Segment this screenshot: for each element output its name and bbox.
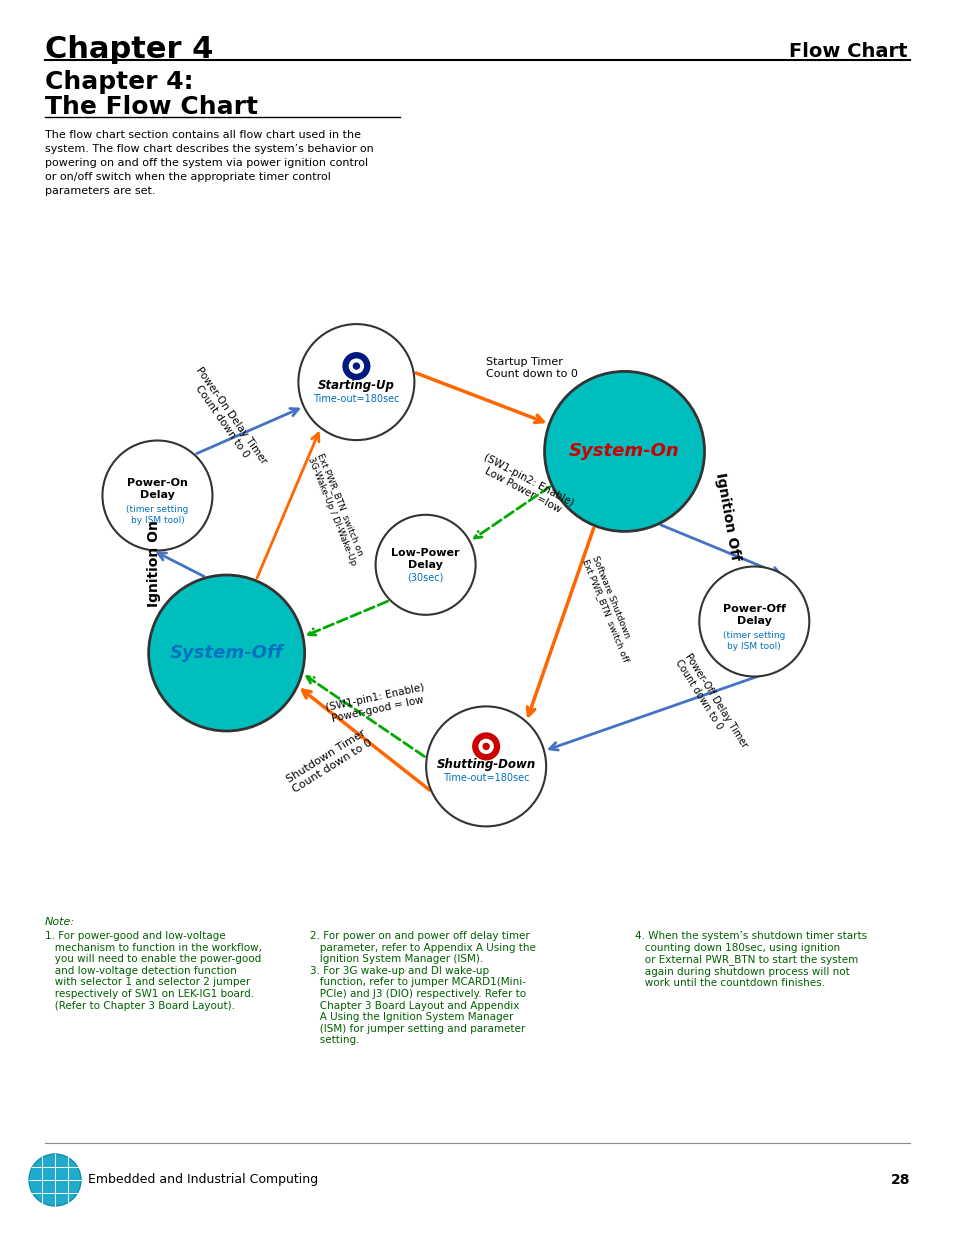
Text: Low-Power: Low-Power xyxy=(391,548,459,558)
FancyArrowPatch shape xyxy=(158,553,204,577)
Circle shape xyxy=(343,353,369,379)
FancyArrowPatch shape xyxy=(527,529,593,715)
Text: Startup Timer
Count down to 0: Startup Timer Count down to 0 xyxy=(486,357,578,379)
FancyArrowPatch shape xyxy=(660,525,780,574)
Text: Ignition Off: Ignition Off xyxy=(712,472,741,562)
Text: or on/off switch when the appropriate timer control: or on/off switch when the appropriate ti… xyxy=(45,172,331,182)
Text: by ISM tool): by ISM tool) xyxy=(726,642,781,651)
Circle shape xyxy=(298,324,414,440)
Text: (30sec): (30sec) xyxy=(407,573,443,583)
Text: Ext PWR_BTN  switch on
3G-Wake-Up / DI-Wake-Up: Ext PWR_BTN switch on 3G-Wake-Up / DI-Wa… xyxy=(306,452,368,567)
Text: Ignition On: Ignition On xyxy=(148,520,161,608)
Text: (SW1-pin2: Enable)
Low Power =low: (SW1-pin2: Enable) Low Power =low xyxy=(476,452,575,519)
Text: The flow chart section contains all flow chart used in the: The flow chart section contains all flow… xyxy=(45,130,360,140)
Text: Delay: Delay xyxy=(408,559,442,569)
Text: Time-out=180sec: Time-out=180sec xyxy=(313,394,399,404)
Text: Power-Off Delay Timer
Count down to 0: Power-Off Delay Timer Count down to 0 xyxy=(672,652,748,756)
Text: 4. When the system’s shutdown timer starts
   counting down 180sec, using igniti: 4. When the system’s shutdown timer star… xyxy=(635,931,866,988)
Text: System-On: System-On xyxy=(569,442,679,461)
FancyArrowPatch shape xyxy=(416,373,542,422)
Text: Chapter 4: Chapter 4 xyxy=(45,35,213,64)
Text: Shutting-Down: Shutting-Down xyxy=(436,758,536,771)
FancyArrowPatch shape xyxy=(474,487,549,538)
FancyArrowPatch shape xyxy=(302,690,429,790)
FancyArrowPatch shape xyxy=(196,409,298,453)
Text: (timer setting: (timer setting xyxy=(722,631,784,640)
Circle shape xyxy=(426,706,545,826)
Text: Note:: Note: xyxy=(45,918,75,927)
Text: 28: 28 xyxy=(889,1173,909,1187)
Text: Software Shutdown
Ext PWR_BTN  switch off: Software Shutdown Ext PWR_BTN switch off xyxy=(579,553,639,663)
Circle shape xyxy=(29,1153,81,1207)
Circle shape xyxy=(478,740,493,753)
Text: Power-On: Power-On xyxy=(127,478,188,489)
Text: Chapter 4:: Chapter 4: xyxy=(45,70,193,94)
Circle shape xyxy=(102,441,213,551)
Text: (timer setting: (timer setting xyxy=(126,505,189,514)
Text: Embedded and Industrial Computing: Embedded and Industrial Computing xyxy=(88,1173,317,1187)
Text: parameters are set.: parameters are set. xyxy=(45,186,155,196)
Text: 2. For power on and power off delay timer
   parameter, refer to Appendix A Usin: 2. For power on and power off delay time… xyxy=(310,931,536,1045)
Text: Power-On Delay Timer
Count down to 0: Power-On Delay Timer Count down to 0 xyxy=(185,366,269,472)
Circle shape xyxy=(544,372,704,531)
Text: System-Off: System-Off xyxy=(170,643,283,662)
Text: system. The flow chart describes the system’s behavior on: system. The flow chart describes the sys… xyxy=(45,144,374,154)
Circle shape xyxy=(353,363,359,369)
Text: The Flow Chart: The Flow Chart xyxy=(45,95,257,119)
FancyArrowPatch shape xyxy=(308,601,387,635)
Text: Power-Off: Power-Off xyxy=(722,604,785,615)
Text: by ISM tool): by ISM tool) xyxy=(131,516,184,525)
FancyArrowPatch shape xyxy=(549,667,782,750)
Text: powering on and off the system via power ignition control: powering on and off the system via power… xyxy=(45,158,368,168)
Text: Time-out=180sec: Time-out=180sec xyxy=(442,773,529,783)
Text: Delay: Delay xyxy=(736,616,771,626)
Text: (SW1-pin1: Enable)
Power-good = low: (SW1-pin1: Enable) Power-good = low xyxy=(325,683,427,725)
Circle shape xyxy=(149,576,304,731)
Text: Starting-Up: Starting-Up xyxy=(317,379,395,391)
Text: Flow Chart: Flow Chart xyxy=(789,42,907,61)
Circle shape xyxy=(699,567,808,677)
Circle shape xyxy=(473,734,498,760)
Circle shape xyxy=(375,515,476,615)
Circle shape xyxy=(482,743,489,750)
FancyArrowPatch shape xyxy=(256,433,318,578)
Text: Shutdown Timer
Count down to 0: Shutdown Timer Count down to 0 xyxy=(285,727,374,794)
FancyArrowPatch shape xyxy=(307,677,424,757)
Circle shape xyxy=(349,359,363,373)
Text: 1. For power-good and low-voltage
   mechanism to function in the workflow,
   y: 1. For power-good and low-voltage mechan… xyxy=(45,931,262,1010)
Text: Delay: Delay xyxy=(140,490,174,500)
